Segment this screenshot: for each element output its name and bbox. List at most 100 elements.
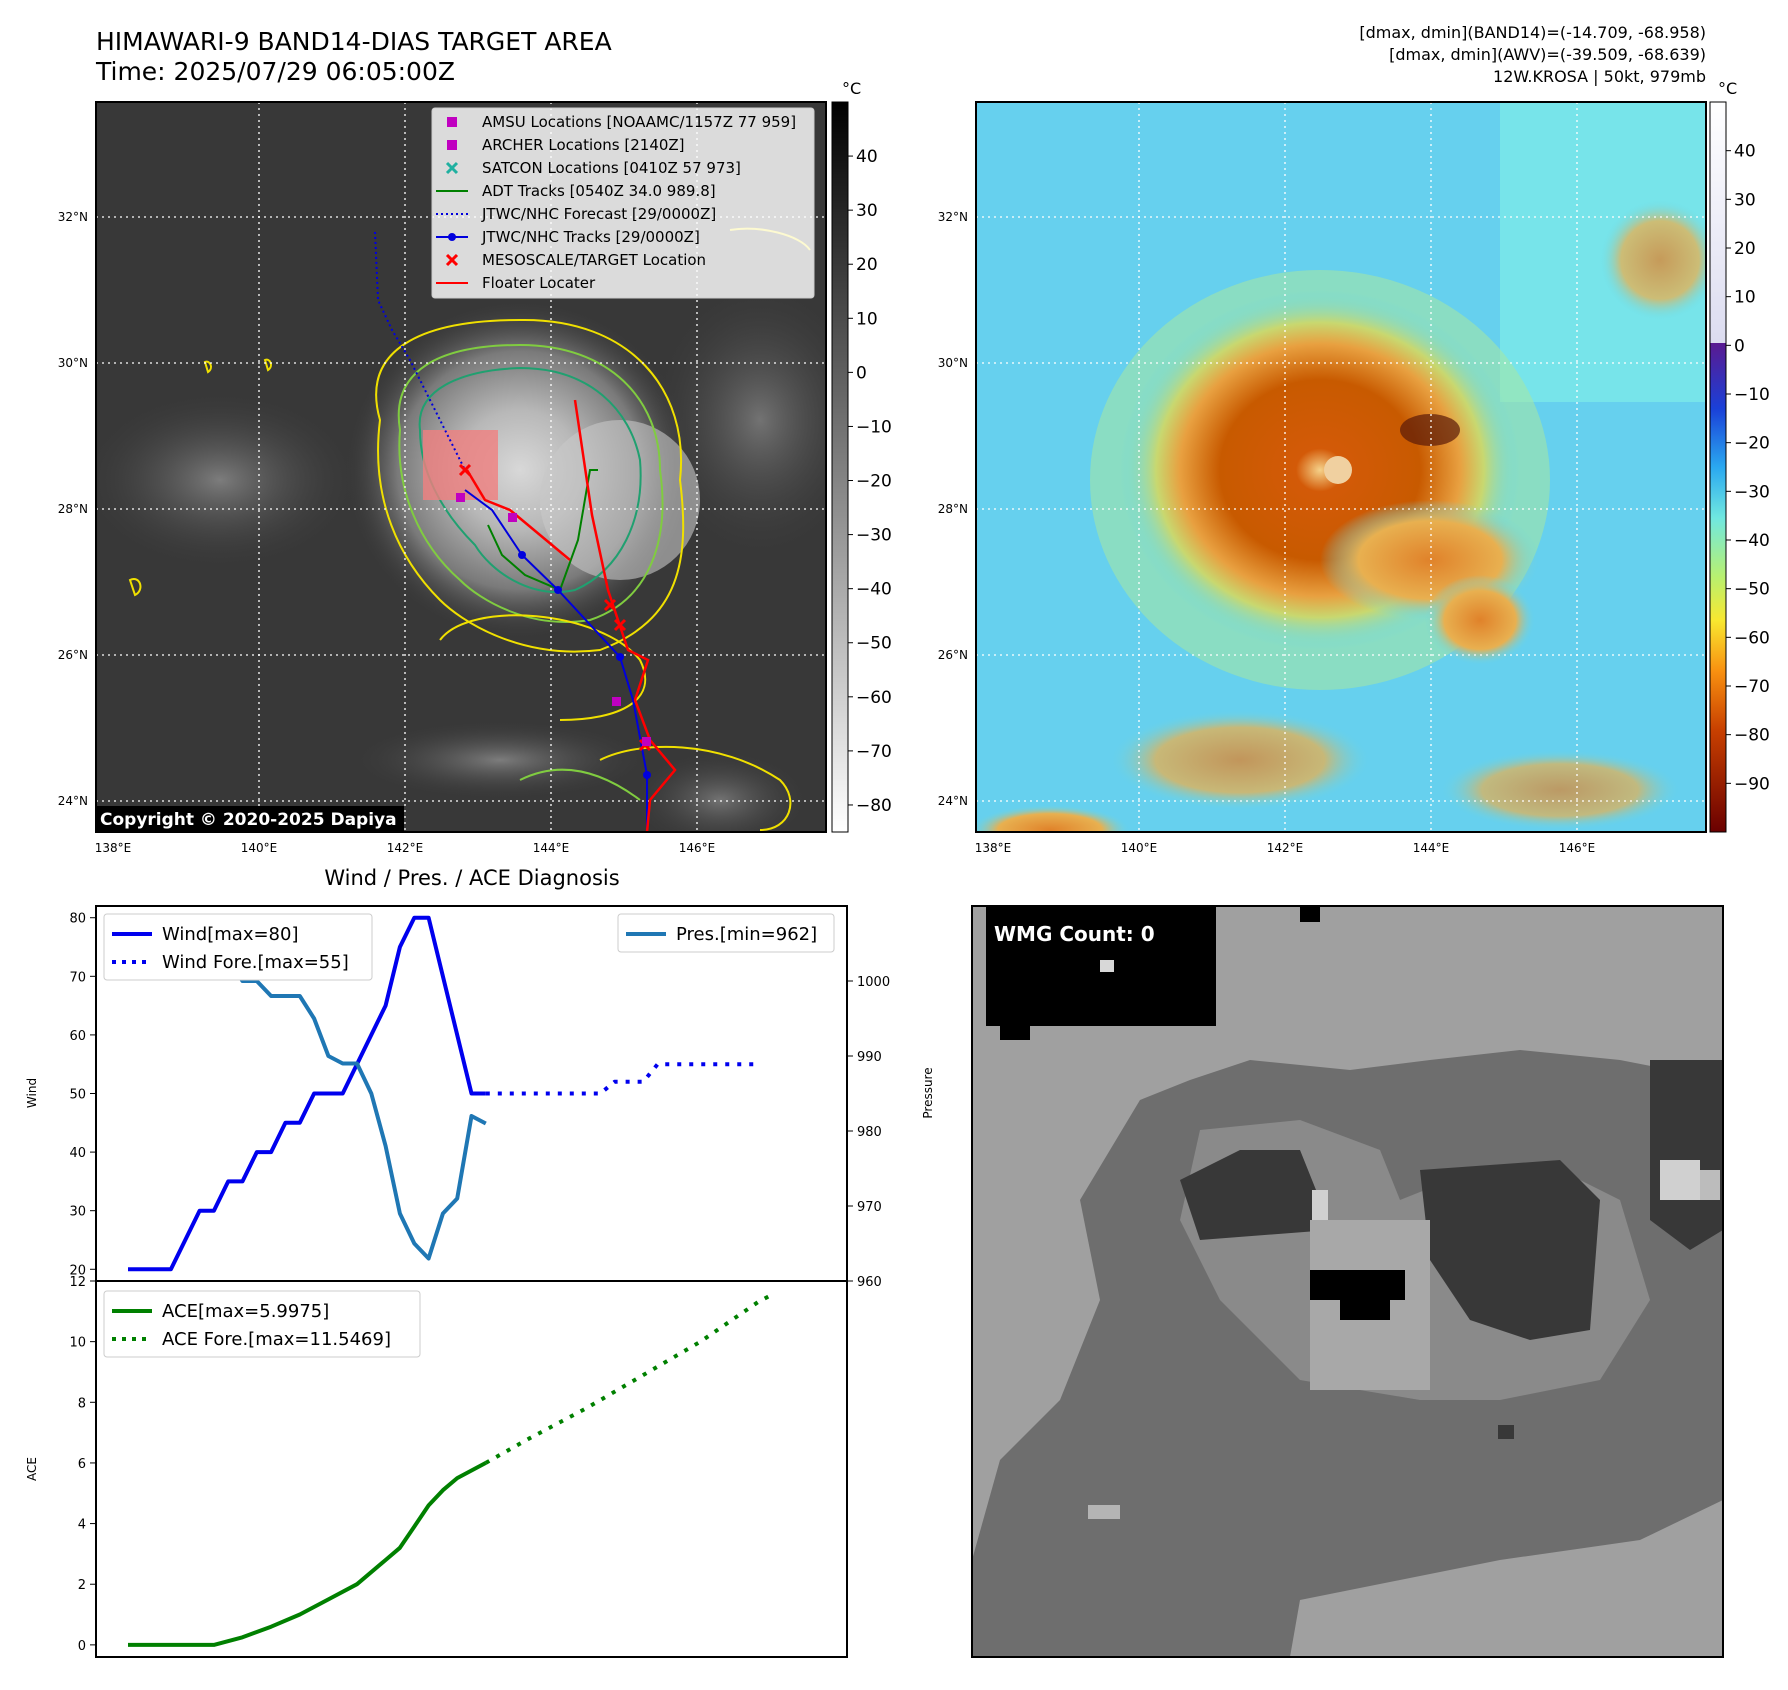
- wv-colorbar-label: 0: [1734, 336, 1745, 356]
- wind-pressure-chart: 20 30 40 50 60 70 80 960 970 980 990 1000 Wind[max=8…: [69, 905, 890, 1290]
- legend-label: ARCHER Locations [2140Z]: [482, 136, 685, 154]
- wmg-panel: WMG Count: 0: [971, 905, 1724, 1658]
- y-tick-label: 12: [69, 1275, 86, 1290]
- svg-text:142°E: 142°E: [1267, 841, 1304, 855]
- svg-text:144°E: 144°E: [533, 841, 570, 855]
- wv-colorbar-label: −90: [1734, 774, 1770, 794]
- ir-colorbar-label: 40: [856, 147, 878, 167]
- ir-colorbar-label: 20: [856, 255, 878, 275]
- legend-label: Floater Locater: [482, 274, 596, 292]
- ir-colorbar-label: 0: [856, 363, 867, 383]
- wv-map: 32°N 30°N 28°N 26°N 24°N 138°E 140°E 142…: [938, 101, 1707, 855]
- svg-text:32°N: 32°N: [938, 210, 968, 224]
- wv-colorbar-label: −30: [1734, 482, 1770, 502]
- series-line: [484, 1292, 774, 1465]
- floater-track: [573, 399, 677, 832]
- legend-item: ADT Tracks [0540Z 34.0 989.8]: [436, 182, 716, 200]
- ir-colorbar-label: −10: [856, 417, 892, 437]
- legend-label: ACE Fore.[max=11.5469]: [162, 1329, 391, 1350]
- series-line: [485, 1062, 758, 1096]
- wv-colorbar-label: 10: [1734, 288, 1756, 308]
- ir-colorbar-label: −60: [856, 688, 892, 708]
- amsu-markers: [456, 493, 651, 746]
- y-tick-label: 6: [78, 1457, 86, 1472]
- legend-label: AMSU Locations [NOAAMC/1157Z 77 959]: [482, 113, 796, 131]
- svg-text:32°N: 32°N: [58, 210, 88, 224]
- ir-colorbar-label: −40: [856, 580, 892, 600]
- y-tick-label: 30: [69, 1205, 86, 1220]
- svg-text:30°N: 30°N: [58, 356, 88, 370]
- svg-text:142°E: 142°E: [387, 841, 424, 855]
- ace-chart: 0 2 4 6 8 10 12 ACE[max=5.9975] ACE Fore.[max=11…: [69, 1275, 848, 1658]
- figure-time: Time: 2025/07/29 06:05:00Z: [95, 57, 455, 86]
- y-right-tick-label: 960: [857, 1275, 882, 1290]
- diagnosis-title: Wind / Pres. / ACE Diagnosis: [324, 866, 619, 890]
- y-tick-label: 20: [69, 1263, 86, 1278]
- wv-colorbar-label: 40: [1734, 142, 1756, 162]
- svg-text:140°E: 140°E: [1121, 841, 1158, 855]
- legend-label: MESOSCALE/TARGET Location: [482, 251, 706, 269]
- svg-text:28°N: 28°N: [58, 502, 88, 516]
- y-right-tick-label: 970: [857, 1200, 882, 1215]
- wv-colorbar-label: 20: [1734, 239, 1756, 259]
- wv-colorbar: °C 40 30 20 10 0 −10 −20 −30 −40 −50 −60 −70 −80 −90: [1709, 79, 1770, 833]
- svg-text:26°N: 26°N: [58, 648, 88, 662]
- legend-item: JTWC/NHC Forecast [29/0000Z]: [436, 205, 716, 223]
- svg-text:°C: °C: [1718, 79, 1737, 98]
- ir-colorbar-label: −20: [856, 472, 892, 492]
- y-right-tick-label: 980: [857, 1125, 882, 1140]
- y-tick-label: 4: [78, 1518, 86, 1533]
- ir-colorbar-label: −80: [856, 796, 892, 816]
- svg-text:138°E: 138°E: [975, 841, 1012, 855]
- y-tick-label: 70: [69, 970, 86, 985]
- y-tick-label: 80: [69, 912, 86, 927]
- band14-range: [dmax, dmin](BAND14)=(-14.709, -68.958): [1359, 23, 1706, 42]
- copyright-box: [96, 806, 404, 832]
- wv-colorbar-label: −20: [1734, 434, 1770, 454]
- legend-item: Floater Locater: [436, 274, 596, 292]
- svg-text:146°E: 146°E: [1559, 841, 1596, 855]
- legend-item: ARCHER Locations [2140Z]: [447, 136, 685, 154]
- svg-text:144°E: 144°E: [1413, 841, 1450, 855]
- ir-lon-labels: 138°E 140°E 142°E 144°E 146°E: [95, 841, 716, 855]
- legend-label: SATCON Locations [0410Z 57 973]: [482, 159, 741, 177]
- wmg-count: WMG Count: 0: [994, 922, 1155, 946]
- y-tick-label: 8: [78, 1396, 86, 1411]
- ace-axis-label: ACE: [25, 1457, 39, 1481]
- ir-colorbar-label: 10: [856, 309, 878, 329]
- legend-x-marker: [445, 161, 459, 175]
- ir-colorbar-label: −30: [856, 526, 892, 546]
- legend-item: AMSU Locations [NOAAMC/1157Z 77 959]: [447, 113, 796, 131]
- chart-legend: ACE[max=5.9975] ACE Fore.[max=11.5469]: [103, 1290, 421, 1358]
- series-line: [128, 915, 486, 1272]
- wind-axis-label: Wind: [25, 1078, 39, 1108]
- legend-label: Wind[max=80]: [162, 924, 299, 945]
- wv-colorbar-label: 30: [1734, 190, 1756, 210]
- svg-text:146°E: 146°E: [679, 841, 716, 855]
- storm-info: 12W.KROSA | 50kt, 979mb: [1493, 67, 1706, 86]
- legend-label: JTWC/NHC Forecast [29/0000Z]: [481, 205, 716, 223]
- ir-lat-labels: 32°N 30°N 28°N 26°N 24°N: [58, 210, 88, 808]
- svg-text:140°E: 140°E: [241, 841, 278, 855]
- svg-text:24°N: 24°N: [58, 794, 88, 808]
- wv-colorbar-label: −50: [1734, 580, 1770, 600]
- legend-item: MESOSCALE/TARGET Location: [445, 251, 706, 269]
- ir-legend: AMSU Locations [NOAAMC/1157Z 77 959] ARCH…: [431, 107, 815, 299]
- svg-text:26°N: 26°N: [938, 648, 968, 662]
- wv-colorbar-label: −10: [1734, 385, 1770, 405]
- ir-colorbar-label: −70: [856, 742, 892, 762]
- svg-text:30°N: 30°N: [938, 356, 968, 370]
- y-tick-label: 2: [78, 1578, 86, 1593]
- y-tick-label: 50: [69, 1088, 86, 1103]
- svg-text:°C: °C: [842, 79, 861, 98]
- wv-gridlines: [976, 102, 1706, 832]
- y-tick-label: 40: [69, 1146, 86, 1161]
- svg-text:24°N: 24°N: [938, 794, 968, 808]
- svg-text:138°E: 138°E: [95, 841, 132, 855]
- y-tick-label: 0: [78, 1639, 86, 1654]
- figure-title: HIMAWARI-9 BAND14-DIAS TARGET AREA: [96, 27, 612, 56]
- chart-legend: Pres.[min=962]: [617, 913, 835, 953]
- legend-item: JTWC/NHC Tracks [29/0000Z]: [436, 228, 700, 246]
- legend-x-marker: [445, 253, 459, 267]
